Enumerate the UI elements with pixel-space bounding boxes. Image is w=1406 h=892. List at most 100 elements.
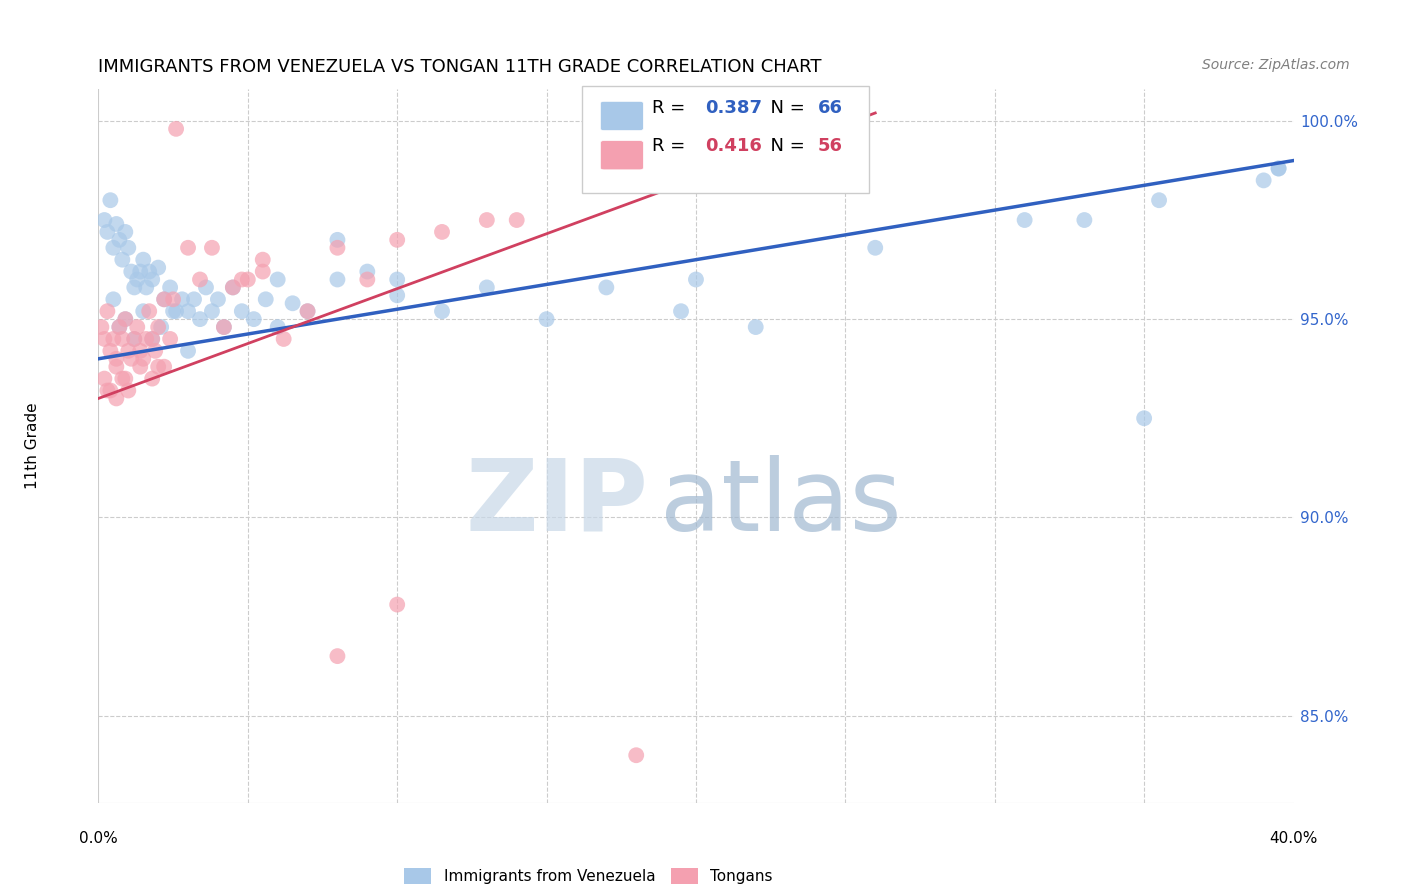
Point	[195, 280, 218, 294]
Point	[93, 213, 115, 227]
Point	[165, 304, 187, 318]
Point	[96, 304, 118, 318]
Point	[236, 272, 259, 286]
Point	[148, 320, 170, 334]
Text: N =: N =	[759, 137, 811, 155]
Point	[105, 351, 128, 366]
Point	[177, 241, 200, 255]
Text: IMMIGRANTS FROM VENEZUELA VS TONGAN 11TH GRADE CORRELATION CHART: IMMIGRANTS FROM VENEZUELA VS TONGAN 11TH…	[98, 58, 823, 76]
Point	[100, 193, 122, 207]
Point	[108, 320, 131, 334]
Point	[475, 280, 498, 294]
Point	[138, 304, 160, 318]
Text: atlas: atlas	[661, 455, 901, 551]
Point	[141, 272, 163, 286]
Point	[114, 371, 136, 385]
Point	[108, 320, 131, 334]
Point	[111, 371, 134, 385]
Point	[297, 304, 319, 318]
Text: 0.416: 0.416	[706, 137, 762, 155]
Point	[165, 121, 187, 136]
Point	[96, 225, 118, 239]
Point	[1253, 173, 1275, 187]
Point	[103, 332, 125, 346]
Point	[595, 280, 617, 294]
Point	[132, 304, 155, 318]
Point	[231, 304, 253, 318]
Point	[93, 371, 115, 385]
Text: Source: ZipAtlas.com: Source: ZipAtlas.com	[1202, 58, 1350, 72]
Point	[243, 312, 266, 326]
Point	[685, 272, 707, 286]
Point	[108, 233, 131, 247]
Point	[117, 343, 139, 358]
Text: ZIP: ZIP	[465, 455, 648, 551]
Point	[1014, 213, 1036, 227]
Point	[745, 320, 768, 334]
Point	[135, 332, 157, 346]
Point	[506, 213, 529, 227]
Point	[100, 384, 122, 398]
Point	[626, 748, 648, 763]
Point	[177, 343, 200, 358]
Point	[385, 233, 409, 247]
Point	[150, 320, 173, 334]
Point	[254, 293, 277, 307]
Text: 0.0%: 0.0%	[79, 831, 118, 847]
Point	[114, 312, 136, 326]
Point	[356, 272, 378, 286]
Point	[188, 272, 211, 286]
Point	[865, 241, 887, 255]
Text: N =: N =	[759, 100, 811, 118]
Point	[129, 264, 152, 278]
Point	[124, 280, 146, 294]
Point	[201, 241, 224, 255]
Point	[475, 213, 498, 227]
Point	[111, 252, 134, 267]
Point	[326, 241, 349, 255]
Point	[385, 598, 409, 612]
Point	[1267, 161, 1289, 176]
Legend: Immigrants from Venezuela, Tongans: Immigrants from Venezuela, Tongans	[396, 861, 780, 892]
Text: 66: 66	[818, 100, 842, 118]
Point	[177, 304, 200, 318]
Point	[114, 225, 136, 239]
FancyBboxPatch shape	[582, 86, 869, 193]
Point	[267, 320, 290, 334]
Point	[129, 359, 152, 374]
Point	[132, 351, 155, 366]
Point	[159, 280, 181, 294]
FancyBboxPatch shape	[600, 102, 644, 130]
Point	[148, 260, 170, 275]
Point	[124, 332, 146, 346]
Point	[326, 233, 349, 247]
Point	[1147, 193, 1170, 207]
Point	[297, 304, 319, 318]
Point	[281, 296, 304, 310]
Point	[273, 332, 295, 346]
Point	[132, 252, 155, 267]
Point	[111, 332, 134, 346]
Point	[141, 371, 163, 385]
Text: 11th Grade: 11th Grade	[25, 402, 41, 490]
Point	[153, 293, 176, 307]
Point	[100, 343, 122, 358]
Point	[114, 312, 136, 326]
Point	[105, 392, 128, 406]
Point	[252, 264, 274, 278]
Point	[252, 252, 274, 267]
Point	[129, 343, 152, 358]
Point	[326, 649, 349, 664]
Point	[127, 320, 149, 334]
FancyBboxPatch shape	[600, 141, 644, 169]
Point	[212, 320, 235, 334]
Point	[124, 332, 146, 346]
Text: 56: 56	[818, 137, 842, 155]
Point	[385, 288, 409, 302]
Point	[430, 225, 453, 239]
Point	[162, 293, 184, 307]
Point	[117, 241, 139, 255]
Point	[120, 351, 142, 366]
Point	[201, 304, 224, 318]
Point	[93, 332, 115, 346]
